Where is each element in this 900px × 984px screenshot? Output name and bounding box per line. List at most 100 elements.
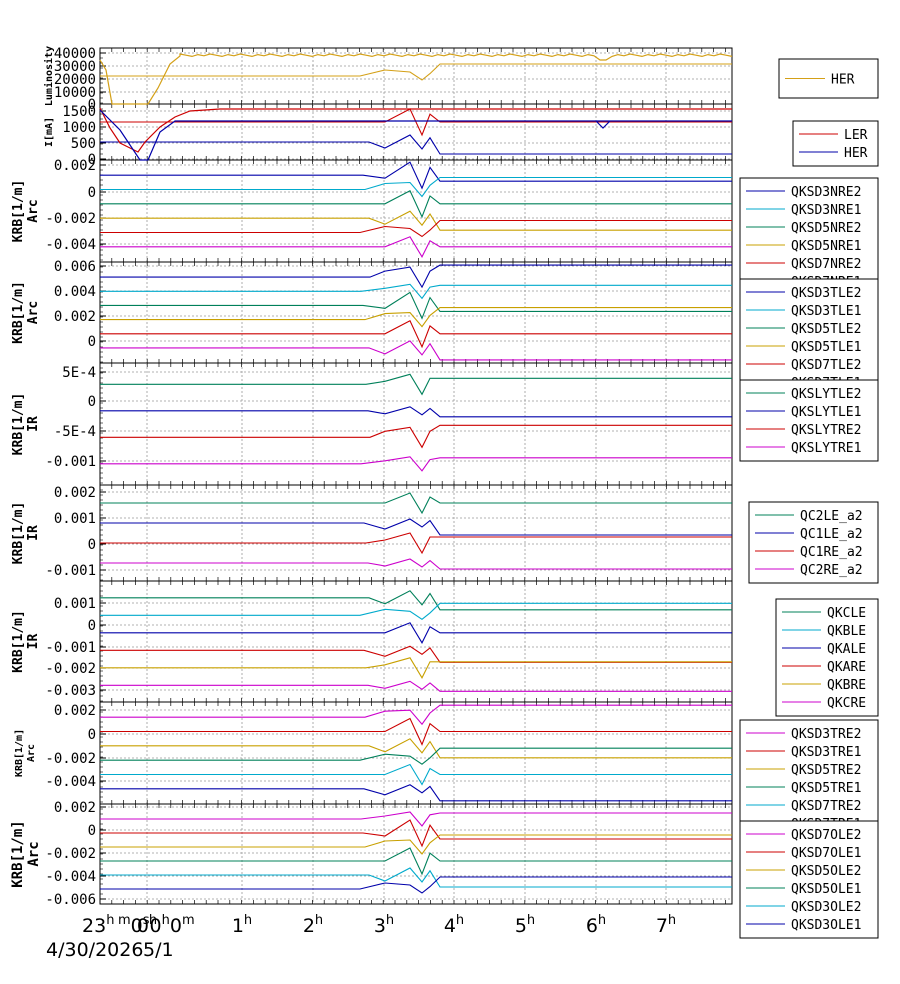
y-axis-label: KRB[1/m] — [11, 281, 26, 344]
series-line-qksd7nre2 — [100, 219, 732, 238]
y-tick-label: 0.002 — [54, 703, 96, 719]
y-tick-label: -0.001 — [45, 454, 96, 470]
panel-frame — [99, 484, 733, 582]
legend-box — [739, 719, 879, 838]
y-tick-label: 0.001 — [54, 596, 96, 612]
series-line-qkale — [100, 622, 732, 644]
legend-label: QC1RE_a2 — [800, 545, 863, 560]
legend-box — [792, 120, 879, 167]
y-tick-label: -0.001 — [45, 640, 96, 656]
x-tick-overlap-label: m0s0h0m — [118, 913, 195, 937]
legend-label: QC1LE_a2 — [800, 527, 863, 542]
panel-frame — [99, 701, 733, 805]
legend-label: QKSD7OLE2 — [791, 828, 861, 843]
panel-6: 0.002 0.001 0 -0.001 KRB[1/m] IR — [11, 484, 733, 582]
series-line-qksd3ole2 — [100, 867, 732, 888]
y-axis-label: I[mA] — [44, 117, 55, 147]
series-line-qc1re_a2 — [100, 532, 732, 555]
x-tick-label: 7h — [656, 913, 676, 937]
series-line-qkare — [100, 645, 732, 663]
legend-label: QKSD3NRE2 — [791, 185, 861, 200]
legend-label: QKSD7TRE2 — [791, 799, 861, 814]
legend-label: QKCRE — [827, 696, 866, 711]
y-tick-label: 1000 — [62, 120, 96, 136]
y-tick-label: 10000 — [54, 85, 96, 101]
x-tick-label: 0h — [137, 913, 157, 937]
y-axis-sublabel: Arc — [26, 744, 37, 762]
legend-5: QKSLYTLE2 QKSLYTLE1 QKSLYTRE2 QKSLYTRE1 — [739, 379, 879, 462]
y-tick-label: 20000 — [54, 72, 96, 88]
y-tick-label: 5E-4 — [62, 365, 96, 381]
series-line-qksd3tle1 — [100, 283, 732, 300]
series-line-her — [100, 134, 732, 155]
series-line-qkslytre1 — [100, 456, 732, 472]
legend-box — [739, 177, 879, 296]
y-tick-label: 0 — [88, 823, 96, 839]
y-tick-label: -0.002 — [45, 846, 96, 862]
current-her-trace — [99, 109, 732, 161]
legend-label: QKSD7OLE1 — [791, 846, 861, 861]
y-tick-label: 30000 — [54, 59, 96, 75]
x-tick-label: 6h — [586, 913, 606, 937]
y-tick-label: 0 — [88, 152, 96, 168]
x-tick-label: 23h — [82, 913, 114, 937]
legend-label: QKSD5NRE2 — [791, 221, 861, 236]
legend-label: QKSD5TRE1 — [791, 781, 861, 796]
y-tick-label: 0 — [88, 727, 96, 743]
current-ler-trace — [99, 107, 732, 153]
panel-frame — [99, 261, 733, 364]
y-axis-label: KRB[1/m] — [11, 180, 26, 243]
series-line-qc2re_a2 — [100, 558, 732, 570]
y-axis-label: KRB[1/m] — [10, 820, 26, 887]
legend-label: QKARE — [827, 660, 866, 675]
series-line-qksd7nre1 — [100, 236, 732, 258]
panel-3: 0.002 0 -0.002 -0.004 KRB[1/m] Arc — [11, 158, 733, 263]
series-line-qksd3tre2 — [100, 704, 732, 726]
x-tick-label: 1h — [232, 913, 252, 937]
panel-9: 0.002 0 -0.002 -0.004 -0.006 KRB[1/m] Arc — [10, 800, 733, 908]
series-line-qksd7ole2 — [100, 811, 732, 827]
y-tick-label: 0 — [88, 185, 96, 201]
legend-label: QKBRE — [827, 678, 866, 693]
series-line-qc2le_a2 — [100, 492, 732, 515]
y-axis-label: KRB[1/m] — [11, 502, 26, 565]
legend-6: QC2LE_a2 QC1LE_a2 QC1RE_a2 QC2RE_a2 — [748, 501, 879, 584]
legend-label: QKSD3TRE1 — [791, 745, 861, 760]
legend-box — [739, 820, 879, 939]
y-axis-sublabel: IR — [26, 634, 41, 650]
date-label-start: 4/30/2026 — [46, 939, 143, 961]
y-tick-label: -0.004 — [45, 774, 96, 790]
legend-8: QKSD3TRE2 QKSD3TRE1 QKSD5TRE2 QKSD5TRE1 QKSD… — [739, 719, 879, 838]
series-line-qksd3tre1 — [100, 717, 732, 746]
panel-frame — [99, 362, 733, 486]
legend-label: HER — [844, 146, 868, 161]
y-axis-sublabel: IR — [26, 416, 41, 432]
series-line-qksd5nre1 — [100, 210, 732, 231]
y-tick-label: -0.002 — [45, 661, 96, 677]
y-tick-label: 0.004 — [54, 284, 96, 300]
panel-frame — [99, 103, 733, 161]
y-tick-label: -0.004 — [45, 237, 96, 253]
y-axis-label: Luminosity — [43, 46, 55, 106]
series-line-qksd5tle1 — [100, 307, 732, 328]
y-tick-label: -0.003 — [45, 683, 96, 699]
legend-box — [775, 598, 879, 717]
y-tick-label: -0.006 — [45, 892, 96, 908]
series-line-qkble — [100, 602, 732, 620]
panel-4: 0.006 0.004 0.002 0 KRB[1/m] Arc — [11, 259, 733, 364]
series-line-qkbre — [100, 657, 732, 679]
x-tick-label: 4h — [444, 913, 464, 937]
x-tick-label: 3h — [374, 913, 394, 937]
legend-label: QKSD3OLE1 — [791, 918, 861, 933]
legend-label: LER — [844, 128, 868, 143]
series-line-qksd7tre1 — [100, 784, 732, 802]
y-tick-label: 0.002 — [54, 800, 96, 816]
series-line-qkcre — [100, 680, 732, 692]
series-line-qksd5tre2 — [100, 738, 732, 759]
legend-label: QC2LE_a2 — [800, 509, 863, 524]
y-axis-label: KRB[1/m] — [14, 729, 25, 777]
y-tick-label: 40000 — [54, 46, 96, 62]
series-line-qksd3tle2 — [100, 264, 732, 289]
y-tick-label: -0.004 — [45, 869, 96, 885]
